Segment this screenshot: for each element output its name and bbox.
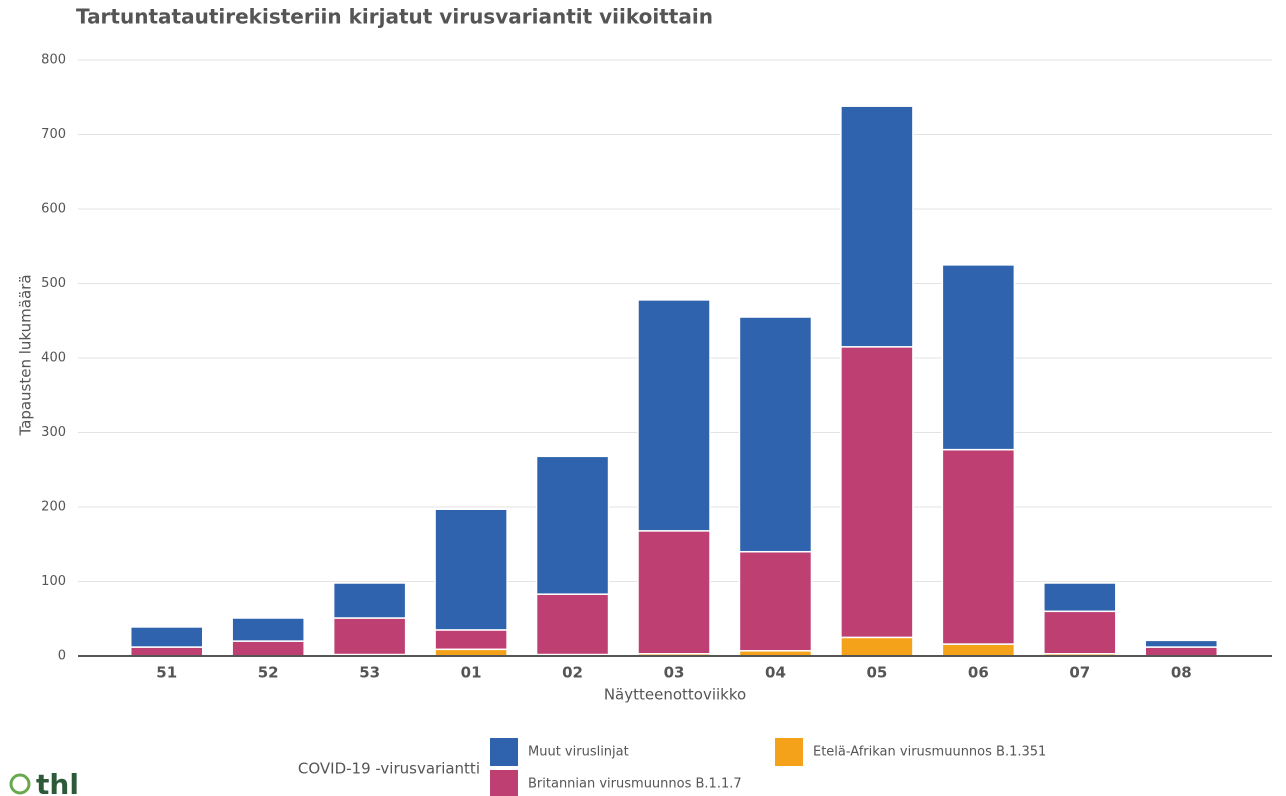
y-tick-label: 200 (41, 500, 66, 515)
bar-segment (535, 593, 610, 656)
x-tick-label: 08 (1171, 664, 1192, 682)
bar-segment (434, 508, 508, 631)
y-tick-label: 0 (58, 649, 66, 664)
y-tick-label: 600 (41, 202, 66, 217)
bar-segment (332, 617, 407, 656)
y-tick-label: 300 (41, 425, 66, 440)
bar-segment (1043, 610, 1117, 655)
x-tick-label: 07 (1069, 664, 1090, 682)
y-tick-label: 800 (41, 53, 66, 68)
legend-label: Etelä-Afrikan virusmuunnos B.1.351 (813, 745, 1046, 760)
bar-segment (941, 643, 1016, 657)
bar-segment (840, 636, 914, 657)
bar-segment (1144, 639, 1219, 648)
bar-segment (535, 455, 610, 595)
bar-segment (637, 299, 711, 532)
x-tick-label: 05 (866, 664, 887, 682)
bar-segment (231, 640, 305, 657)
x-tick-label: 02 (562, 664, 583, 682)
y-tick-label: 500 (41, 276, 66, 291)
bar-segment (941, 448, 1016, 645)
bar-segment (738, 550, 813, 652)
bar-segment (434, 629, 508, 651)
bar-segment (840, 105, 914, 348)
legend-title: COVID-19 -virusvariantti (298, 760, 480, 778)
bar-segment (434, 648, 508, 657)
bar-segment (1144, 646, 1219, 657)
bar-segment (738, 316, 813, 553)
bar-segment (129, 626, 204, 648)
x-tick-label: 06 (968, 664, 989, 682)
bar-segment (941, 264, 1016, 451)
x-tick-label: 01 (461, 664, 482, 682)
x-axis-label: Näytteenottoviikko (604, 686, 746, 704)
bar-segment (129, 646, 204, 657)
legend-swatch (490, 738, 518, 766)
y-tick-label: 700 (41, 127, 66, 142)
legend-swatch (490, 770, 518, 796)
legend-label: Muut viruslinjat (528, 745, 629, 760)
x-tick-label: 04 (765, 664, 786, 682)
logo: thl (9, 768, 79, 796)
x-tick-label: 51 (156, 664, 177, 682)
x-tick-label: 52 (258, 664, 279, 682)
chart-title: Tartuntatautirekisteriin kirjatut virusv… (76, 5, 713, 29)
bar-segment (332, 582, 407, 619)
bar-segment (840, 346, 914, 639)
logo-icon (9, 773, 31, 795)
legend-label: Britannian virusmuunnos B.1.1.7 (528, 777, 742, 792)
legend-swatch (775, 738, 803, 766)
y-tick-label: 100 (41, 574, 66, 589)
x-tick-label: 03 (664, 664, 685, 682)
logo-text: thl (36, 768, 79, 796)
y-tick-label: 400 (41, 351, 66, 366)
y-axis-label: Tapausten lukumäärä (17, 274, 35, 436)
bar-segment (231, 617, 305, 642)
bar-segment (1043, 582, 1117, 613)
bar-segment (637, 530, 711, 655)
x-tick-label: 53 (359, 664, 380, 682)
